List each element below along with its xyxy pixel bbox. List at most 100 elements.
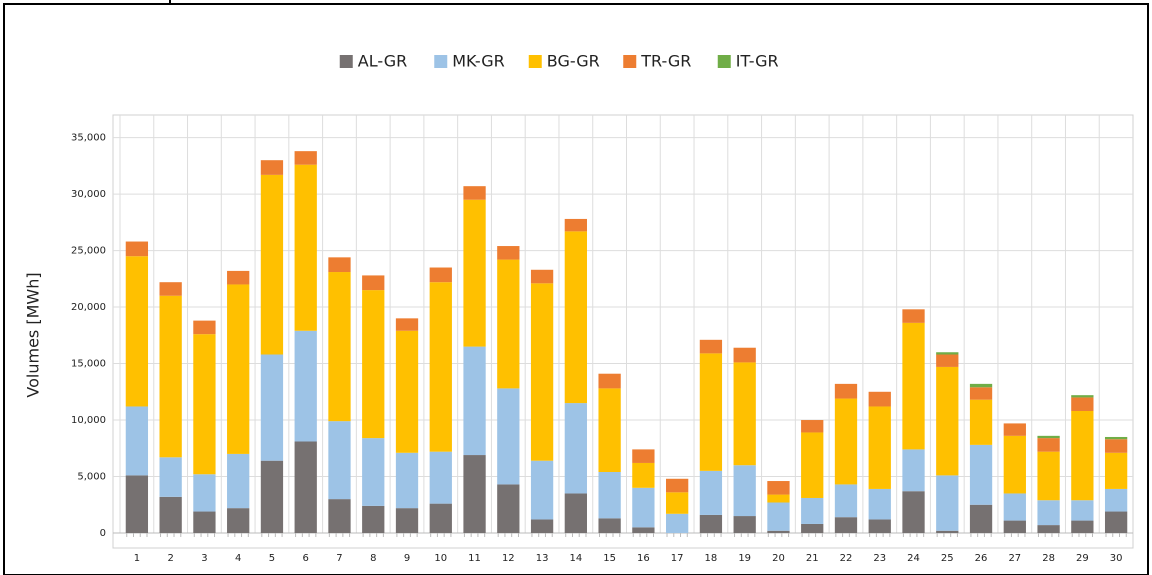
x-tick-label: 29 [1076, 553, 1089, 564]
bar-segment [294, 441, 317, 533]
bar-segment [632, 487, 655, 528]
legend-swatch [623, 55, 637, 68]
bar-segment [497, 388, 520, 485]
bar-segment [328, 257, 351, 273]
bar-segment [429, 451, 452, 504]
x-tick-label: 9 [404, 553, 410, 564]
bar-segment [429, 503, 452, 533]
bar-segment [733, 362, 756, 466]
bar-segment [328, 421, 351, 500]
bar-segment [227, 270, 250, 285]
legend-label: MK-GR [452, 52, 505, 71]
bar-segment [1071, 397, 1094, 411]
bar-segment [733, 347, 756, 363]
x-tick-label: 15 [603, 553, 616, 564]
bar-segment [733, 516, 756, 533]
bar-segment [159, 295, 182, 458]
bar-segment [1003, 520, 1026, 533]
bar-segment [632, 462, 655, 488]
x-tick-label: 2 [167, 553, 173, 564]
bar-segment [1104, 452, 1128, 489]
bar-segment [395, 508, 419, 533]
bar-segment [1003, 435, 1026, 494]
legend-swatch [434, 55, 448, 68]
legend-label: BG-GR [547, 52, 600, 71]
bar-segment [936, 352, 959, 355]
x-tick-label: 14 [569, 553, 582, 564]
bar-segment [159, 496, 182, 533]
legend-swatch [717, 55, 731, 68]
y-axis-label: Volumes [MWh] [24, 272, 43, 397]
bar-segment [463, 346, 486, 456]
legend-swatch [339, 55, 353, 68]
bar-segment [969, 504, 993, 533]
bar-segment [598, 471, 621, 519]
bar-segment [868, 488, 891, 520]
bar-segment [227, 453, 250, 509]
bar-segment [801, 497, 824, 524]
bar-segment [260, 160, 284, 175]
bar-segment [429, 282, 452, 452]
x-tick-label: 16 [637, 553, 650, 564]
bar-segment [328, 272, 351, 422]
bar-segment [598, 388, 621, 472]
y-tick-label: 30,000 [71, 189, 106, 200]
bar-segment [969, 444, 993, 505]
x-tick-label: 27 [1008, 553, 1021, 564]
bar-segment [463, 199, 486, 347]
bar-segment [834, 383, 858, 399]
y-tick-label: 0 [100, 528, 106, 539]
bar-segment [530, 519, 554, 533]
bar-segment [159, 457, 182, 497]
x-tick-label: 23 [873, 553, 886, 564]
x-tick-label: 24 [907, 553, 920, 564]
bar-segment [497, 484, 520, 533]
bar-segment [801, 432, 824, 498]
y-tick-label: 25,000 [71, 246, 106, 257]
bar-segment [666, 492, 689, 514]
bar-segment [902, 449, 925, 492]
x-tick-label: 7 [336, 553, 342, 564]
bar-segment [936, 530, 959, 533]
bar-segment [666, 513, 689, 533]
bar-segment [598, 518, 621, 533]
bar-segment [632, 449, 655, 463]
x-tick-label: 4 [235, 553, 241, 564]
y-tick-label: 10,000 [71, 415, 106, 426]
x-tick-label: 10 [434, 553, 447, 564]
bar-segment [902, 491, 925, 533]
bar-segment [260, 174, 284, 355]
x-tick-label: 5 [269, 553, 275, 564]
bar-segment [767, 481, 790, 495]
bar-segment [969, 387, 993, 400]
legend-label: TR-GR [640, 52, 691, 71]
x-tick-label: 8 [370, 553, 376, 564]
y-tick-label: 15,000 [71, 359, 106, 370]
bar-segment [530, 283, 554, 461]
bar-segment [868, 519, 891, 533]
bar-segment [834, 398, 858, 485]
bar-segment [193, 511, 216, 533]
bar-segment [227, 284, 250, 454]
bar-segment [969, 399, 993, 445]
x-tick-label: 6 [303, 553, 309, 564]
bar-segment [632, 527, 655, 533]
bar-segment [834, 517, 858, 533]
bar-segment [159, 282, 182, 296]
y-tick-label: 5,000 [77, 472, 106, 483]
bar-segment [362, 290, 385, 439]
bar-segment [1037, 435, 1060, 439]
x-tick-label: 17 [671, 553, 684, 564]
x-tick-label: 19 [738, 553, 751, 564]
bar-segment [1104, 488, 1128, 512]
bar-segment [463, 186, 486, 200]
bar-segment [834, 484, 858, 518]
y-tick-label: 35,000 [71, 133, 106, 144]
bar-segment [1071, 410, 1094, 501]
bar-segment [1003, 493, 1026, 521]
bar-segment [1003, 423, 1026, 436]
bar-segment [666, 478, 689, 493]
bar-segment [362, 275, 385, 291]
